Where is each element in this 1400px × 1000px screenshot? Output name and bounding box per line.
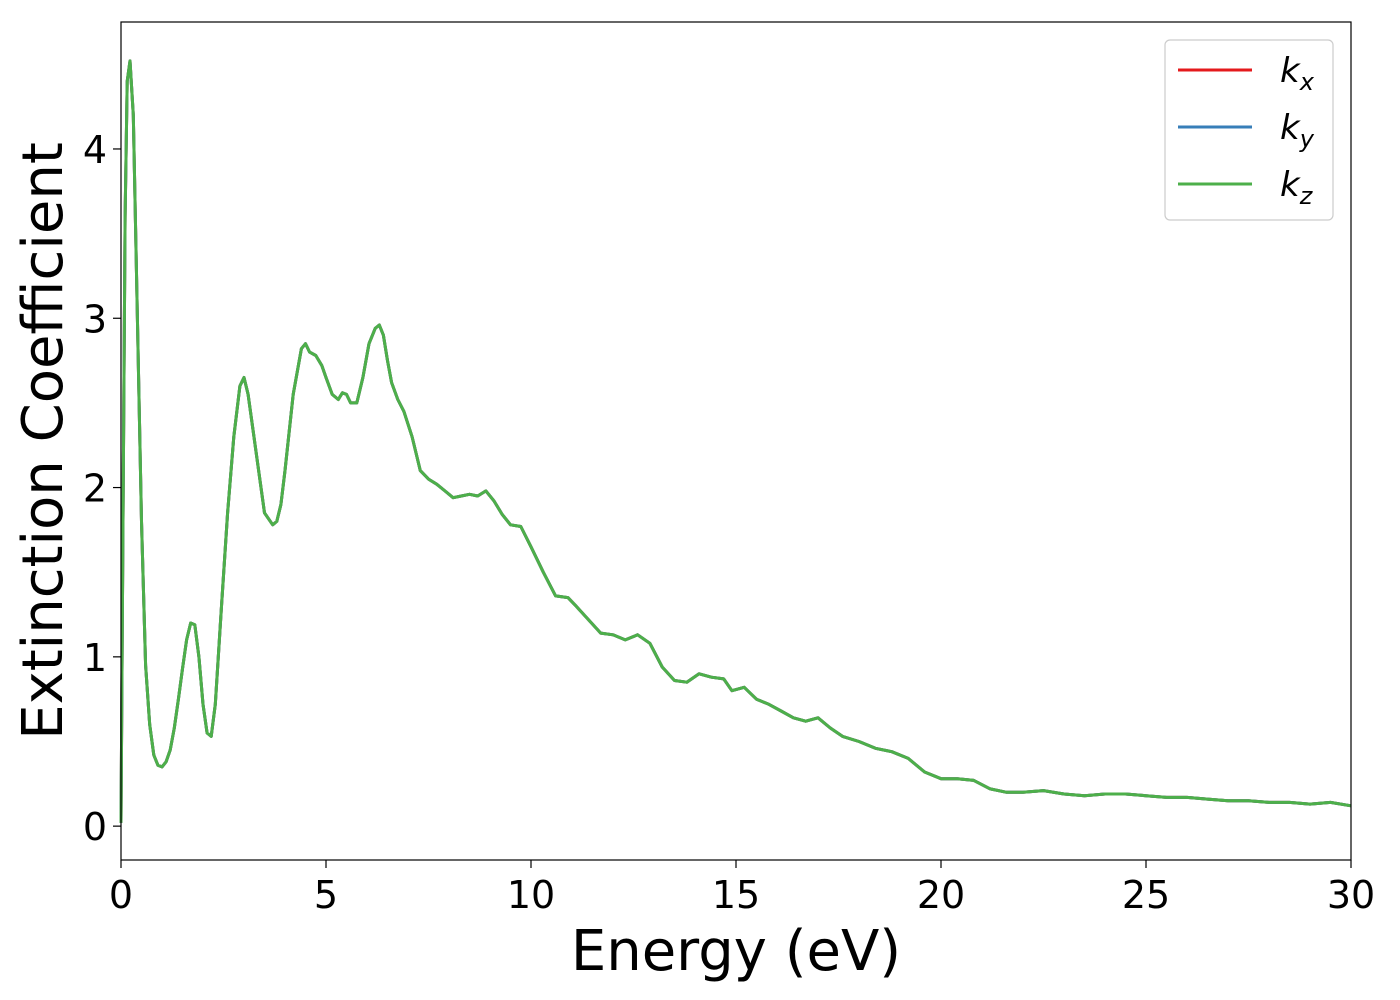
x-tick-label: 25 [1122,873,1170,917]
legend-label-kx: kx [1280,51,1315,96]
legend-label-kz: kz [1280,165,1314,210]
plot-lines [119,59,1352,823]
y-tick-label: 4 [83,128,107,172]
legend-label-base: k [1280,165,1301,205]
x-tick-label: 20 [917,873,965,917]
y-axis-title: Extinction Coefficient [11,142,76,740]
x-axis-title: Energy (eV) [571,919,901,984]
legend-label-subscript: x [1299,68,1315,96]
legend-label-base: k [1280,51,1301,91]
x-tick-label: 10 [507,873,555,917]
x-tick-label: 15 [712,873,760,917]
legend-box [1164,39,1334,221]
y-tick-label: 0 [83,805,107,849]
series-line-kz [119,59,1352,823]
x-axis: 0 5 10 15 20 25 30 [109,860,1375,917]
x-tick-label: 30 [1327,873,1375,917]
y-tick-label: 3 [83,297,107,341]
legend-label-ky: ky [1280,108,1315,153]
legend-label-subscript: z [1299,182,1314,210]
y-axis: 0 1 2 3 4 [83,128,121,849]
legend-label-base: k [1280,108,1301,148]
y-tick-label: 1 [83,636,107,680]
y-tick-label: 2 [83,467,107,511]
x-tick-label: 5 [314,873,338,917]
legend-label-subscript: y [1299,125,1315,153]
x-tick-label: 0 [109,873,133,917]
